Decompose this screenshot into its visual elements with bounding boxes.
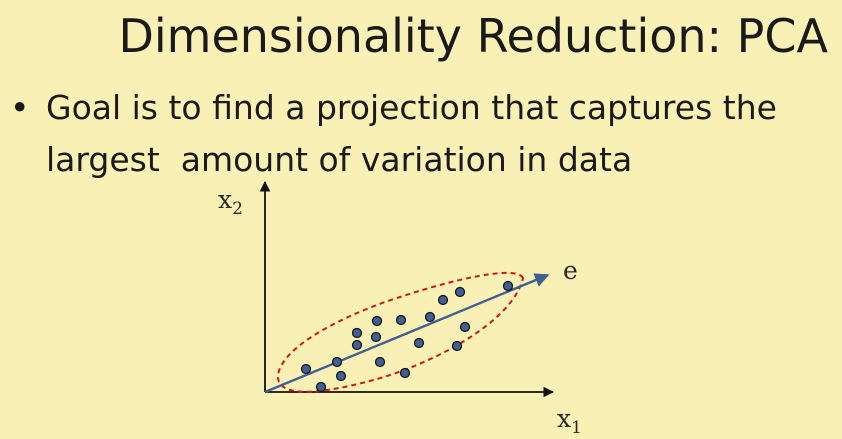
bullet-text-line-1: Goal is to find a projection that captur… — [46, 88, 777, 127]
data-point — [371, 315, 383, 327]
data-point — [300, 363, 312, 375]
data-point — [374, 356, 386, 368]
slide-title: Dimensionality Reduction: PCA — [118, 9, 828, 63]
data-point — [502, 280, 514, 292]
data-point — [370, 331, 382, 343]
axes — [259, 180, 555, 398]
data-point — [424, 311, 436, 323]
data-point — [351, 327, 363, 339]
data-point — [437, 294, 449, 306]
data-point — [459, 321, 471, 333]
data-point — [395, 314, 407, 326]
data-point — [451, 340, 463, 352]
direction-label: e — [563, 256, 578, 285]
data-point — [315, 381, 327, 393]
projection-line — [264, 273, 550, 394]
data-point — [331, 356, 343, 368]
x-axis-label: x1 — [557, 404, 582, 438]
data-point — [399, 367, 411, 379]
y-axis-label: x2 — [218, 185, 243, 219]
data-point — [335, 370, 347, 382]
data-point — [413, 337, 425, 349]
bullet-marker: • — [10, 88, 30, 127]
bullet-text-line-2: largest amount of variation in data — [46, 140, 633, 179]
data-point — [351, 339, 363, 351]
data-point — [454, 286, 466, 298]
data-points — [300, 280, 514, 393]
